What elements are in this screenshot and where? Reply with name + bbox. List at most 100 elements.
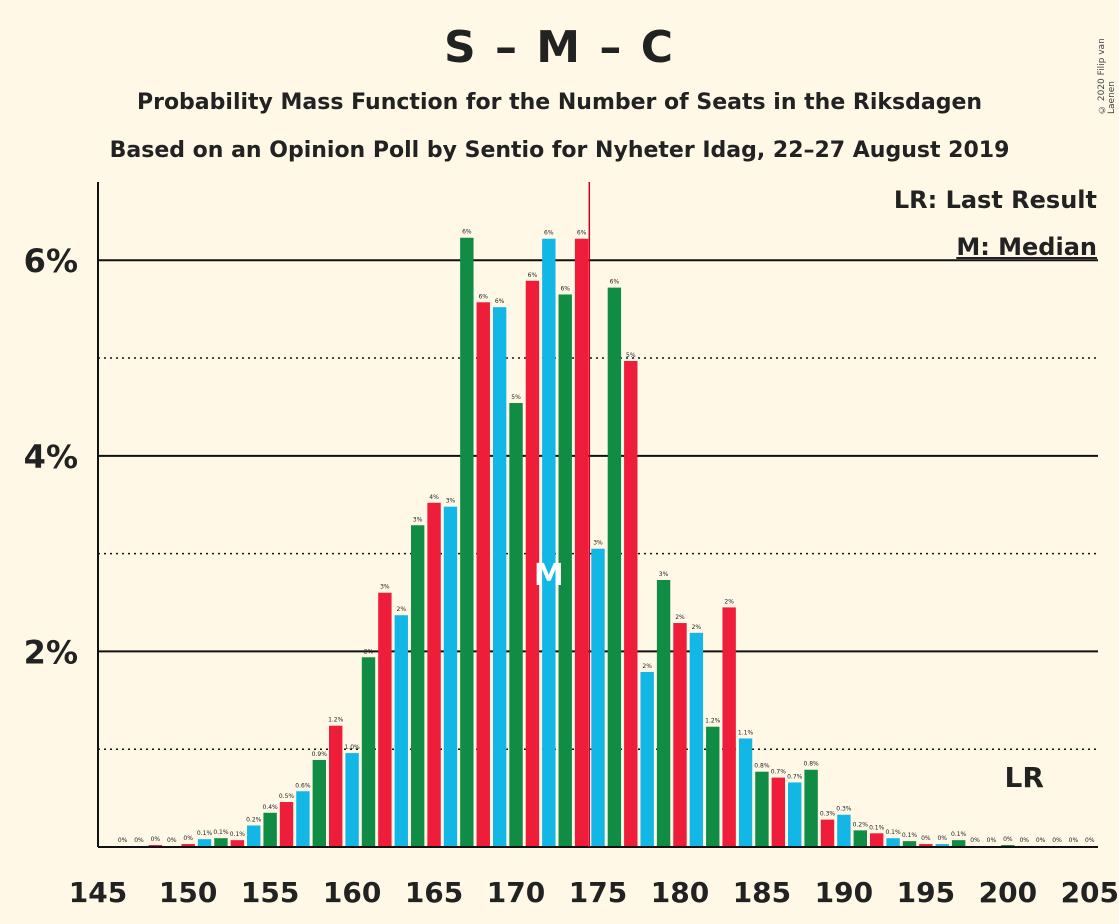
bar-label-197: 0.1% bbox=[951, 831, 967, 838]
bar-label-199: 0% bbox=[987, 837, 997, 844]
bar-151 bbox=[197, 839, 212, 847]
bar-185 bbox=[755, 771, 769, 847]
bar-label-162: 3% bbox=[380, 584, 390, 591]
bar-label-167: 6% bbox=[462, 229, 472, 236]
x-tick-200: 200 bbox=[979, 876, 1037, 909]
bar-163 bbox=[394, 615, 408, 847]
bar-label-171: 6% bbox=[528, 272, 538, 279]
bar-label-178: 2% bbox=[642, 663, 652, 670]
bar-label-157: 0.6% bbox=[295, 782, 311, 789]
bar-label-191: 0.2% bbox=[853, 821, 869, 828]
bar-195 bbox=[919, 844, 933, 847]
bar-label-173: 6% bbox=[560, 285, 570, 292]
bar-label-159: 1.2% bbox=[328, 717, 344, 724]
bar-label-163: 2% bbox=[397, 606, 407, 613]
bar-label-151: 0.1% bbox=[197, 830, 213, 837]
x-tick-190: 190 bbox=[815, 876, 873, 909]
bar-label-165: 4% bbox=[429, 494, 439, 501]
y-tick-1: 4% bbox=[24, 438, 78, 476]
last-result-marker: LR bbox=[1005, 761, 1044, 794]
bar-label-188: 0.8% bbox=[803, 761, 819, 768]
bar-164 bbox=[410, 525, 425, 847]
x-tick-175: 175 bbox=[569, 876, 627, 909]
bar-label-166: 3% bbox=[446, 498, 456, 505]
bar-label-183: 2% bbox=[724, 598, 734, 605]
markers: M LR bbox=[534, 182, 1044, 847]
y-tick-0: 2% bbox=[24, 633, 78, 671]
chart-subtitle: Probability Mass Function for the Number… bbox=[136, 90, 983, 115]
bar-150 bbox=[181, 844, 195, 847]
bar-184 bbox=[738, 738, 753, 847]
bar-label-182: 1.2% bbox=[705, 718, 721, 725]
bar-label-175: 3% bbox=[593, 540, 603, 547]
bar-180 bbox=[673, 623, 687, 847]
copyright-notice: © 2020 Filip van Laenen bbox=[1097, 38, 1117, 114]
bar-label-193: 0.1% bbox=[885, 829, 901, 836]
x-tick-155: 155 bbox=[241, 876, 299, 909]
bar-label-155: 0.4% bbox=[263, 804, 279, 811]
bar-196 bbox=[935, 844, 949, 847]
bar-187 bbox=[788, 782, 802, 847]
bar-label-170: 5% bbox=[511, 394, 521, 401]
bar-label-200: 0% bbox=[1003, 836, 1013, 843]
bar-label-179: 3% bbox=[659, 571, 669, 578]
x-tick-145: 145 bbox=[69, 876, 127, 909]
bar-label-187: 0.7% bbox=[787, 773, 803, 780]
bar-178 bbox=[640, 671, 654, 847]
bar-192 bbox=[869, 833, 884, 847]
x-tick-150: 150 bbox=[159, 876, 217, 909]
bar-186 bbox=[771, 777, 786, 847]
bar-label-189: 0.3% bbox=[820, 811, 836, 818]
x-tick-labels: 145 150 155 160 165 170 175 180 185 190 195 200 205 bbox=[69, 876, 1119, 909]
bar-label-198: 0% bbox=[970, 837, 980, 844]
bar-label-153: 0.1% bbox=[230, 831, 246, 838]
bar-label-204: 0% bbox=[1069, 837, 1079, 844]
bar-153 bbox=[230, 840, 245, 847]
bar-158 bbox=[312, 759, 327, 847]
x-tick-205: 205 bbox=[1061, 876, 1119, 909]
bar-label-195: 0% bbox=[921, 835, 931, 842]
median-marker: M bbox=[534, 558, 564, 593]
x-tick-165: 165 bbox=[405, 876, 463, 909]
bar-label-147: 0% bbox=[134, 837, 144, 844]
bar-label-150: 0% bbox=[183, 835, 193, 842]
bar-159 bbox=[329, 725, 343, 847]
bar-label-154: 0.2% bbox=[246, 816, 262, 823]
bar-label-164: 3% bbox=[413, 516, 423, 523]
bar-156 bbox=[279, 802, 294, 847]
bar-179 bbox=[656, 580, 671, 847]
bar-label-192: 0.1% bbox=[869, 824, 885, 831]
bar-label-194: 0.1% bbox=[902, 832, 918, 839]
bar-169 bbox=[492, 307, 507, 847]
legend-median: M: Median bbox=[956, 233, 1097, 261]
bar-label-160: 1.0% bbox=[344, 744, 360, 751]
bar-label-203: 0% bbox=[1052, 837, 1062, 844]
bar-172 bbox=[542, 238, 556, 847]
bar-label-201: 0% bbox=[1019, 837, 1029, 844]
bar-label-180: 2% bbox=[675, 614, 685, 621]
bar-189 bbox=[820, 819, 835, 847]
bar-label-185: 0.8% bbox=[754, 763, 770, 770]
bar-188 bbox=[804, 769, 818, 847]
bar-160 bbox=[345, 753, 359, 847]
x-tick-185: 185 bbox=[733, 876, 791, 909]
bar-161 bbox=[361, 657, 376, 847]
bar-197 bbox=[951, 840, 966, 847]
bar-167 bbox=[460, 237, 474, 847]
bar-175 bbox=[591, 548, 605, 847]
x-tick-170: 170 bbox=[487, 876, 545, 909]
bar-label-146: 0% bbox=[118, 837, 128, 844]
bar-label-172: 6% bbox=[544, 230, 554, 237]
bar-173 bbox=[558, 294, 572, 847]
x-tick-195: 195 bbox=[897, 876, 955, 909]
bar-182 bbox=[706, 726, 720, 847]
bar-162 bbox=[378, 592, 392, 847]
bar-152 bbox=[214, 838, 228, 847]
bar-191 bbox=[853, 830, 867, 847]
bar-label-174: 6% bbox=[577, 230, 587, 237]
bar-154 bbox=[247, 825, 261, 847]
bar-176 bbox=[607, 287, 622, 847]
x-tick-180: 180 bbox=[651, 876, 709, 909]
bar-193 bbox=[886, 838, 900, 847]
